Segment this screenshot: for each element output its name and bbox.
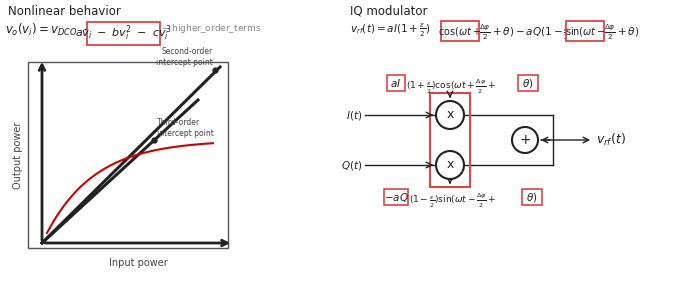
Circle shape bbox=[436, 101, 464, 129]
Text: $Q(t)$: $Q(t)$ bbox=[340, 158, 362, 172]
Text: $v_{rf}(t)$: $v_{rf}(t)$ bbox=[596, 132, 626, 148]
Text: $\theta)$: $\theta)$ bbox=[522, 76, 534, 89]
Text: x: x bbox=[446, 158, 454, 172]
Text: $\theta)$: $\theta)$ bbox=[527, 190, 537, 203]
Text: $\sin(\omega t-$: $\sin(\omega t-$ bbox=[565, 25, 606, 38]
Text: Third-order
intercept point: Third-order intercept point bbox=[158, 118, 214, 138]
Text: Nonlinear behavior: Nonlinear behavior bbox=[8, 5, 121, 18]
FancyBboxPatch shape bbox=[518, 75, 538, 91]
Text: $(1-\frac{\varepsilon}{2})\sin(\omega t-\frac{\Delta\varphi}{2}+$: $(1-\frac{\varepsilon}{2})\sin(\omega t-… bbox=[409, 192, 496, 210]
Text: $(1+\frac{\varepsilon}{2})\cos(\omega t+\frac{\Delta\varphi}{2}+$: $(1+\frac{\varepsilon}{2})\cos(\omega t+… bbox=[406, 78, 496, 96]
Text: +: + bbox=[519, 133, 531, 147]
Text: x: x bbox=[446, 109, 454, 122]
FancyBboxPatch shape bbox=[87, 22, 160, 44]
FancyBboxPatch shape bbox=[566, 21, 604, 41]
Text: $\frac{\Delta\varphi}{2}+\theta)$: $\frac{\Delta\varphi}{2}+\theta)$ bbox=[604, 22, 639, 42]
Text: IQ modulator: IQ modulator bbox=[350, 5, 428, 18]
FancyBboxPatch shape bbox=[387, 75, 405, 91]
Text: $\cos(\omega t+$: $\cos(\omega t+$ bbox=[439, 25, 481, 38]
Text: $\frac{\Delta\varphi}{2}+\theta) - aQ(1-\frac{\varepsilon}{2})$: $\frac{\Delta\varphi}{2}+\theta) - aQ(1-… bbox=[479, 22, 575, 42]
Text: Input power: Input power bbox=[108, 258, 167, 268]
Text: $I(t)$: $I(t)$ bbox=[346, 109, 362, 122]
Text: $-aQ$: $-aQ$ bbox=[383, 190, 409, 203]
Bar bbox=[28, 62, 228, 248]
Circle shape bbox=[436, 151, 464, 179]
FancyBboxPatch shape bbox=[441, 21, 479, 41]
FancyBboxPatch shape bbox=[522, 189, 542, 205]
Text: $v_{rf}(t) = aI(1+\frac{\varepsilon}{2})$: $v_{rf}(t) = aI(1+\frac{\varepsilon}{2})… bbox=[350, 22, 431, 39]
Text: Output power: Output power bbox=[13, 121, 23, 189]
Text: $-\ \mathregular{higher\_order\_terms}$: $-\ \mathregular{higher\_order\_terms}$ bbox=[161, 22, 261, 35]
Text: Second-order
intercept point: Second-order intercept point bbox=[156, 47, 213, 67]
FancyBboxPatch shape bbox=[384, 189, 408, 205]
Text: $av_i\ -\ bv_i^2\ -\ cv_i^3$: $av_i\ -\ bv_i^2\ -\ cv_i^3$ bbox=[75, 23, 171, 43]
Circle shape bbox=[512, 127, 538, 153]
Text: $aI$: $aI$ bbox=[390, 77, 402, 89]
Text: $v_o(v_i) = v_{DCO}\ +$: $v_o(v_i) = v_{DCO}\ +$ bbox=[5, 22, 93, 38]
